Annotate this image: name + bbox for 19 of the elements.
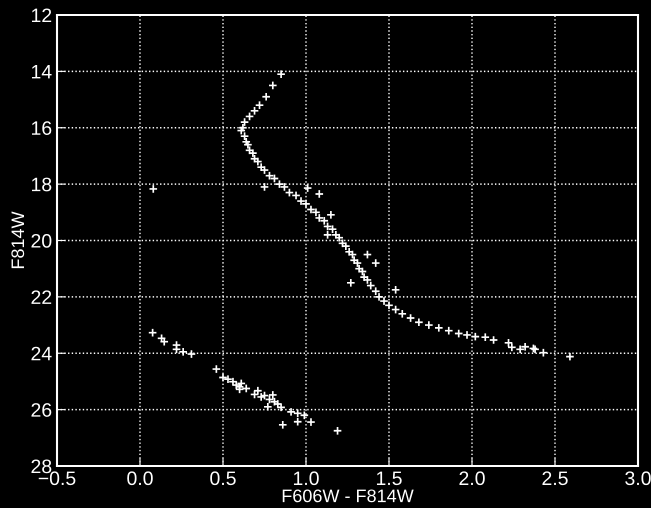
y-tick-label: 28	[31, 459, 52, 474]
x-tick-label: 1.5	[376, 472, 402, 486]
y-tick-label: 24	[31, 346, 52, 360]
y-tick-label: 16	[32, 121, 52, 135]
y-tick-label: 26	[31, 403, 52, 417]
y-axis-title: F814W	[11, 211, 24, 268]
x-tick-label: 0.5	[210, 471, 236, 486]
y-tick-label: 18	[32, 178, 52, 192]
x-tick-label: 1.0	[294, 471, 319, 486]
x-tick-label: 3.0	[625, 471, 651, 486]
x-tick-label: 0.0	[127, 471, 153, 486]
x-tick-label: 2.5	[542, 471, 568, 486]
y-tick-label: 22	[31, 290, 52, 304]
y-tick-label: 12	[32, 8, 52, 22]
y-tick-label: 14	[32, 65, 52, 78]
y-tick-label: 20	[31, 234, 52, 248]
x-tick-label: 2.0	[459, 471, 485, 486]
x-axis-title: F606W - F814W	[282, 489, 414, 502]
x-tick-label: −0.5	[38, 471, 76, 486]
